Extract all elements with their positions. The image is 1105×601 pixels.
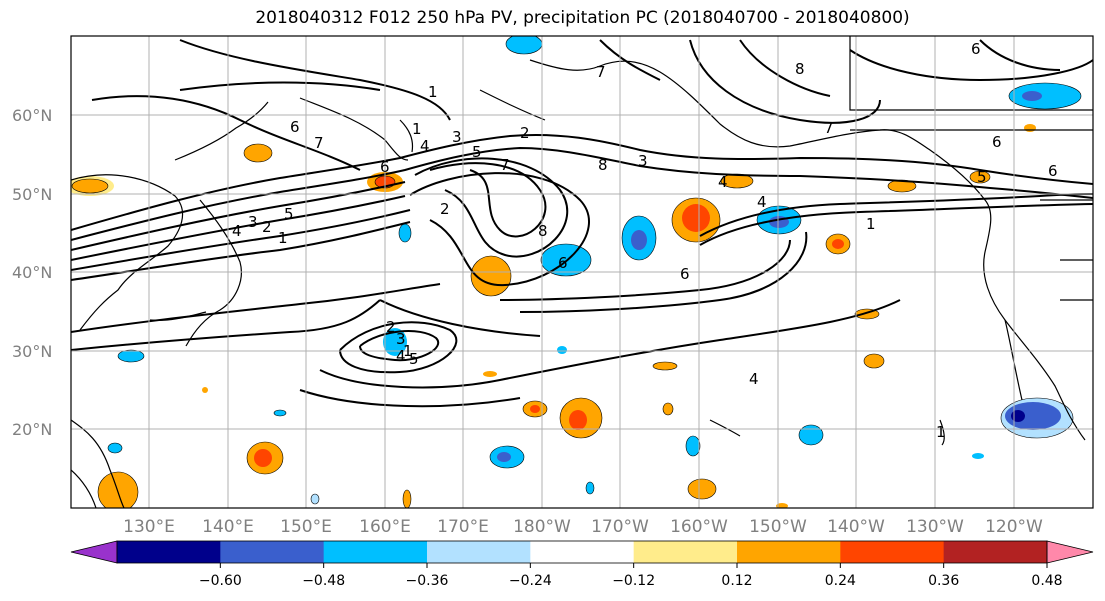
contour-label: 1 — [403, 342, 413, 360]
lon-label: 130°E — [123, 517, 175, 537]
lon-label: 140°E — [202, 517, 254, 537]
contour-label: 1 — [936, 423, 946, 441]
colorbar-extend-low — [70, 540, 118, 564]
colorbar-tick-label: −0.48 — [302, 573, 345, 589]
contour-label: 6 — [290, 118, 300, 136]
colorbar-swatch — [633, 541, 738, 563]
contour-label: 1 — [428, 83, 438, 101]
colorbar-tick-label: −0.36 — [406, 573, 449, 589]
precip-shading — [71, 36, 1082, 508]
contour-labels: 1 2 3 4 5 6 7 8 1 2 3 4 5 6 7 8 6 7 8 6 … — [232, 40, 1058, 441]
graticule — [71, 36, 1093, 508]
contour-label: 4 — [749, 370, 759, 388]
lon-label: 160°W — [670, 517, 728, 537]
colorbar-extend-high — [1046, 540, 1094, 564]
colorbar-swatch — [530, 541, 635, 563]
contour-label: 6 — [992, 133, 1002, 151]
contour-label: 4 — [420, 137, 430, 155]
contour-label: 2 — [520, 124, 530, 142]
lat-label: 50°N — [12, 185, 52, 204]
contour-label: 5 — [284, 205, 294, 223]
contour-label: 4 — [396, 347, 406, 365]
contour-label: 4 — [232, 222, 242, 240]
contour-label: 6 — [380, 158, 390, 176]
contour-label: 2 — [262, 218, 272, 236]
colorbar-swatch — [943, 541, 1048, 563]
pv-contours — [71, 39, 1093, 408]
contour-label: 7 — [824, 119, 834, 137]
colorbar-swatch — [220, 541, 325, 563]
contour-label: 8 — [538, 222, 548, 240]
lon-label: 150°E — [280, 517, 332, 537]
contour-label: 7 — [314, 134, 324, 152]
contour-label: 3 — [396, 330, 406, 348]
contour-label: 6 — [1048, 162, 1058, 180]
contour-label: 7 — [596, 63, 606, 81]
contour-label: 5 — [977, 168, 987, 186]
contour-label: 3 — [248, 213, 258, 231]
colorbar-tick-label: −0.12 — [612, 573, 655, 589]
contour-label: 7 — [500, 156, 510, 174]
latitude-labels: 60°N 50°N 40°N 30°N 20°N — [12, 106, 52, 439]
contour-label: 8 — [795, 60, 805, 78]
colorbar: −0.60 −0.48 −0.36 −0.24 −0.12 0.12 0.24 0.36 0.4… — [70, 540, 1094, 589]
lon-label: 150°W — [749, 517, 807, 537]
lon-label: 130°W — [906, 517, 964, 537]
contour-label: 8 — [598, 156, 608, 174]
colorbar-tick-label: 0.48 — [1031, 573, 1062, 589]
colorbar-swatch — [427, 541, 531, 563]
lon-label: 170°W — [591, 517, 649, 537]
lat-label: 40°N — [12, 263, 52, 282]
colorbar-tick-label: 0.36 — [928, 573, 959, 589]
contour-label: 6 — [680, 265, 690, 283]
colorbar-swatch — [737, 541, 841, 563]
lon-label: 160°E — [359, 517, 411, 537]
contour-label: 3 — [452, 128, 462, 146]
contour-label: 6 — [558, 254, 568, 272]
contour-label: 2 — [440, 200, 450, 218]
contour-label: 4 — [757, 193, 767, 211]
colorbar-tick-label: −0.60 — [199, 573, 242, 589]
colorbar-swatch — [323, 541, 428, 563]
colorbar-swatch — [117, 541, 221, 563]
map-frame — [70, 35, 1094, 509]
lon-label: 140°W — [827, 517, 885, 537]
lat-label: 20°N — [12, 420, 52, 439]
lat-label: 60°N — [12, 106, 52, 125]
lon-label: 170°E — [437, 517, 489, 537]
contour-label: 6 — [971, 40, 981, 58]
longitude-labels: 130°E 140°E 150°E 160°E 170°E 180°W 170°… — [123, 517, 1043, 537]
lat-label: 30°N — [12, 342, 52, 361]
lon-label: 180°W — [513, 517, 571, 537]
contour-label: 1 — [866, 215, 876, 233]
map-title: 2018040312 F012 250 hPa PV, precipitatio… — [255, 8, 910, 28]
colorbar-tick-label: 0.12 — [721, 573, 752, 589]
contour-label: 4 — [718, 173, 728, 191]
lon-label: 120°W — [985, 517, 1043, 537]
contour-label: 2 — [386, 318, 396, 336]
contour-label: 1 — [278, 229, 288, 247]
contour-label: 5 — [472, 143, 482, 161]
contour-label: 5 — [409, 350, 419, 368]
contour-label: 1 — [412, 120, 422, 138]
colorbar-tick-label: −0.24 — [509, 573, 552, 589]
colorbar-swatch — [840, 541, 945, 563]
colorbar-tick-label: 0.24 — [825, 573, 856, 589]
contour-label: 3 — [638, 152, 648, 170]
